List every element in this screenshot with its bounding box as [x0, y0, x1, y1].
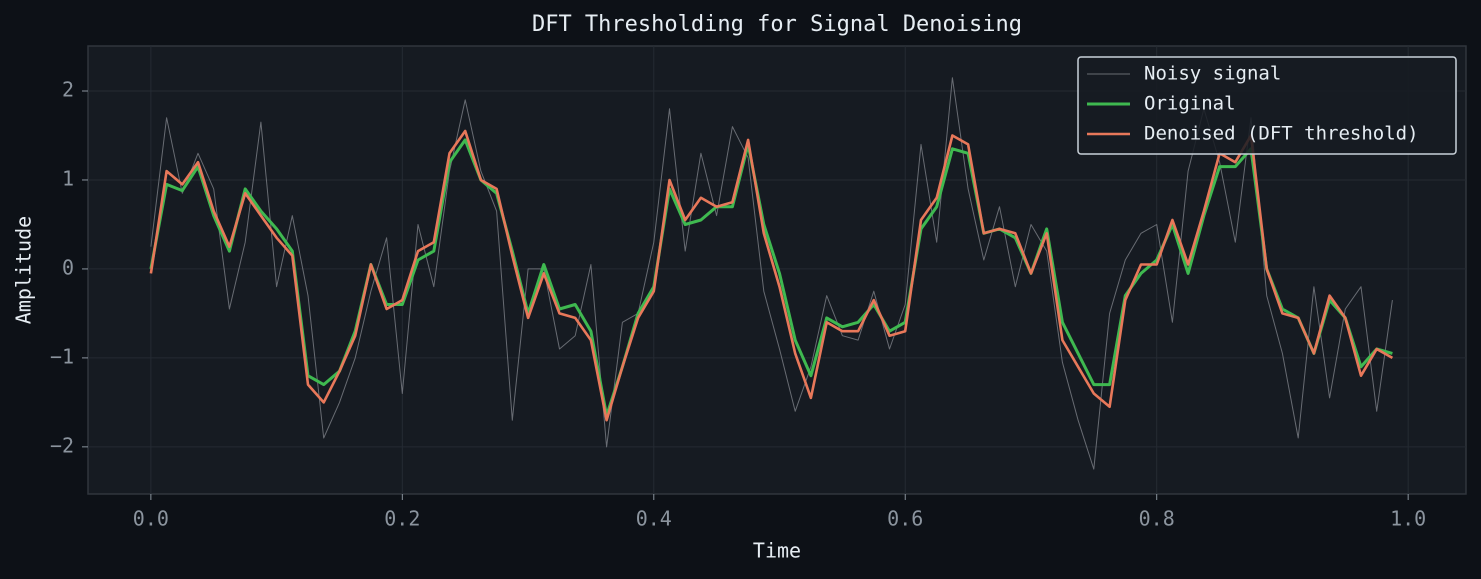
legend-label: Denoised (DFT threshold)	[1144, 123, 1419, 145]
y-tick-label: 2	[62, 78, 74, 102]
x-tick-label: 1.0	[1390, 507, 1426, 531]
x-tick-label: 0.6	[887, 507, 923, 531]
y-tick-label: 0	[62, 255, 74, 279]
x-tick-label: 0.2	[384, 507, 420, 531]
legend-box	[1077, 56, 1457, 155]
series-line	[149, 129, 1394, 422]
chart-title: DFT Thresholding for Signal Denoising	[532, 12, 1022, 37]
y-tick-label: 1	[62, 166, 74, 190]
y-tick-label: −1	[50, 344, 74, 368]
series-line	[150, 77, 1393, 470]
y-tick-label: −2	[50, 433, 74, 457]
x-tick-label: 0.4	[636, 507, 672, 531]
legend-label: Noisy signal	[1144, 63, 1281, 85]
x-axis-label: Time	[753, 539, 801, 563]
x-tick-label: 0.0	[133, 507, 169, 531]
y-axis-label: Amplitude	[12, 216, 36, 324]
x-tick-label: 0.8	[1139, 507, 1175, 531]
legend-label: Original	[1144, 93, 1236, 115]
